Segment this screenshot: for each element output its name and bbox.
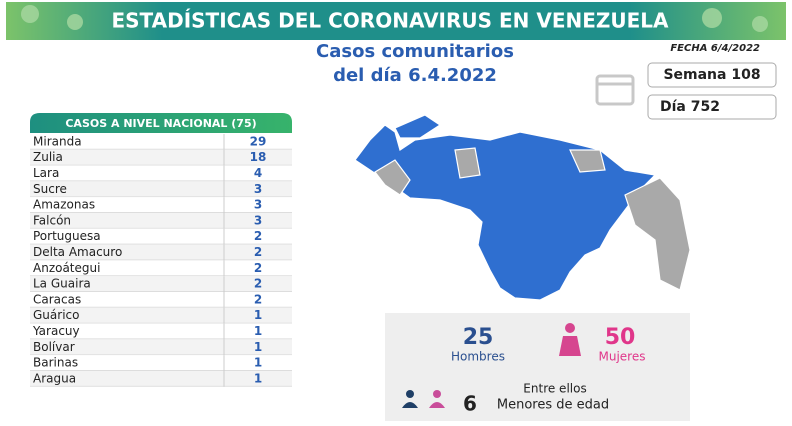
state-name: Yaracuy [32, 324, 80, 338]
state-cases: 2 [254, 277, 262, 291]
state-cases: 1 [254, 308, 262, 322]
state-name: Sucre [33, 182, 67, 196]
state-cases: 1 [254, 324, 262, 338]
minors-count: 6 [463, 392, 477, 416]
state-cases: 1 [254, 340, 262, 354]
row-bg [30, 371, 292, 386]
state-cases: 2 [254, 292, 262, 306]
among: Entre ellos [523, 382, 586, 396]
day-box [647, 94, 777, 120]
state-name: Miranda [33, 134, 82, 148]
state-name: Anzoátegui [33, 261, 100, 275]
week-box [647, 62, 777, 88]
state-cases: 1 [254, 356, 262, 370]
row-bg [30, 339, 292, 355]
men-label: Hombres [451, 350, 505, 364]
subtitle: del día 6.4.2022 [333, 65, 497, 86]
header-title: ESTADÍSTICAS DEL CORONAVIRUS EN VENEZUEL… [111, 9, 669, 33]
women-count: 50 [605, 325, 636, 350]
state-cases: 1 [254, 371, 262, 385]
state-name: Guárico [33, 308, 79, 322]
subtitle: Casos comunitarios [316, 41, 514, 62]
state-name: Barinas [33, 356, 78, 370]
state-name: Zulia [33, 150, 63, 164]
row-bg [30, 244, 292, 260]
table-header [30, 113, 292, 133]
state-name: Portuguesa [33, 229, 101, 243]
header-banner [6, 2, 786, 40]
row-bg [30, 307, 292, 323]
virus-icons [21, 5, 768, 32]
calendar-icon [595, 74, 635, 106]
map [354, 114, 691, 301]
state-cases: 2 [254, 261, 262, 275]
state-cases: 2 [254, 229, 262, 243]
day: Día 752 [660, 99, 720, 115]
minors-label: Menores de edad [497, 398, 609, 413]
state-cases: 18 [250, 150, 267, 164]
woman-icon [559, 323, 581, 356]
state-name: La Guaira [33, 277, 91, 291]
row-bg [30, 149, 292, 165]
row-bg [30, 323, 292, 339]
week: Semana 108 [663, 67, 760, 83]
state-name: Amazonas [33, 198, 95, 212]
date: FECHA 6/4/2022 [670, 43, 760, 54]
state-name: Caracas [33, 292, 81, 306]
state-name: Falcón [33, 213, 71, 227]
row-bg [30, 181, 292, 197]
table-title: CASOS A NIVEL NACIONAL (75) [65, 117, 256, 130]
state-name: Bolívar [33, 340, 75, 354]
minor-icons [402, 390, 445, 408]
row-bg [30, 197, 292, 212]
men-count: 25 [463, 325, 494, 350]
state-name: Lara [33, 166, 59, 180]
state-name: Delta Amacuro [33, 245, 122, 259]
row-bg [30, 355, 292, 370]
row-bg [30, 260, 292, 276]
state-cases: 3 [254, 198, 262, 212]
state-cases: 4 [254, 166, 262, 180]
row-bg [30, 134, 292, 149]
row-bg [30, 213, 292, 228]
state-name: Aragua [33, 371, 76, 385]
table-rows: Miranda 29 Zulia 18 Lara 4 Sucre 3 Amazonas 3 Falc… [30, 134, 292, 387]
women-label: Mujeres [599, 350, 646, 364]
row-bg [30, 276, 292, 291]
state-cases: 29 [250, 134, 267, 148]
state-cases: 2 [254, 245, 262, 259]
row-bg [30, 165, 292, 181]
row-bg [30, 228, 292, 244]
state-cases: 3 [254, 213, 262, 227]
row-bg [30, 292, 292, 307]
state-cases: 3 [254, 182, 262, 196]
